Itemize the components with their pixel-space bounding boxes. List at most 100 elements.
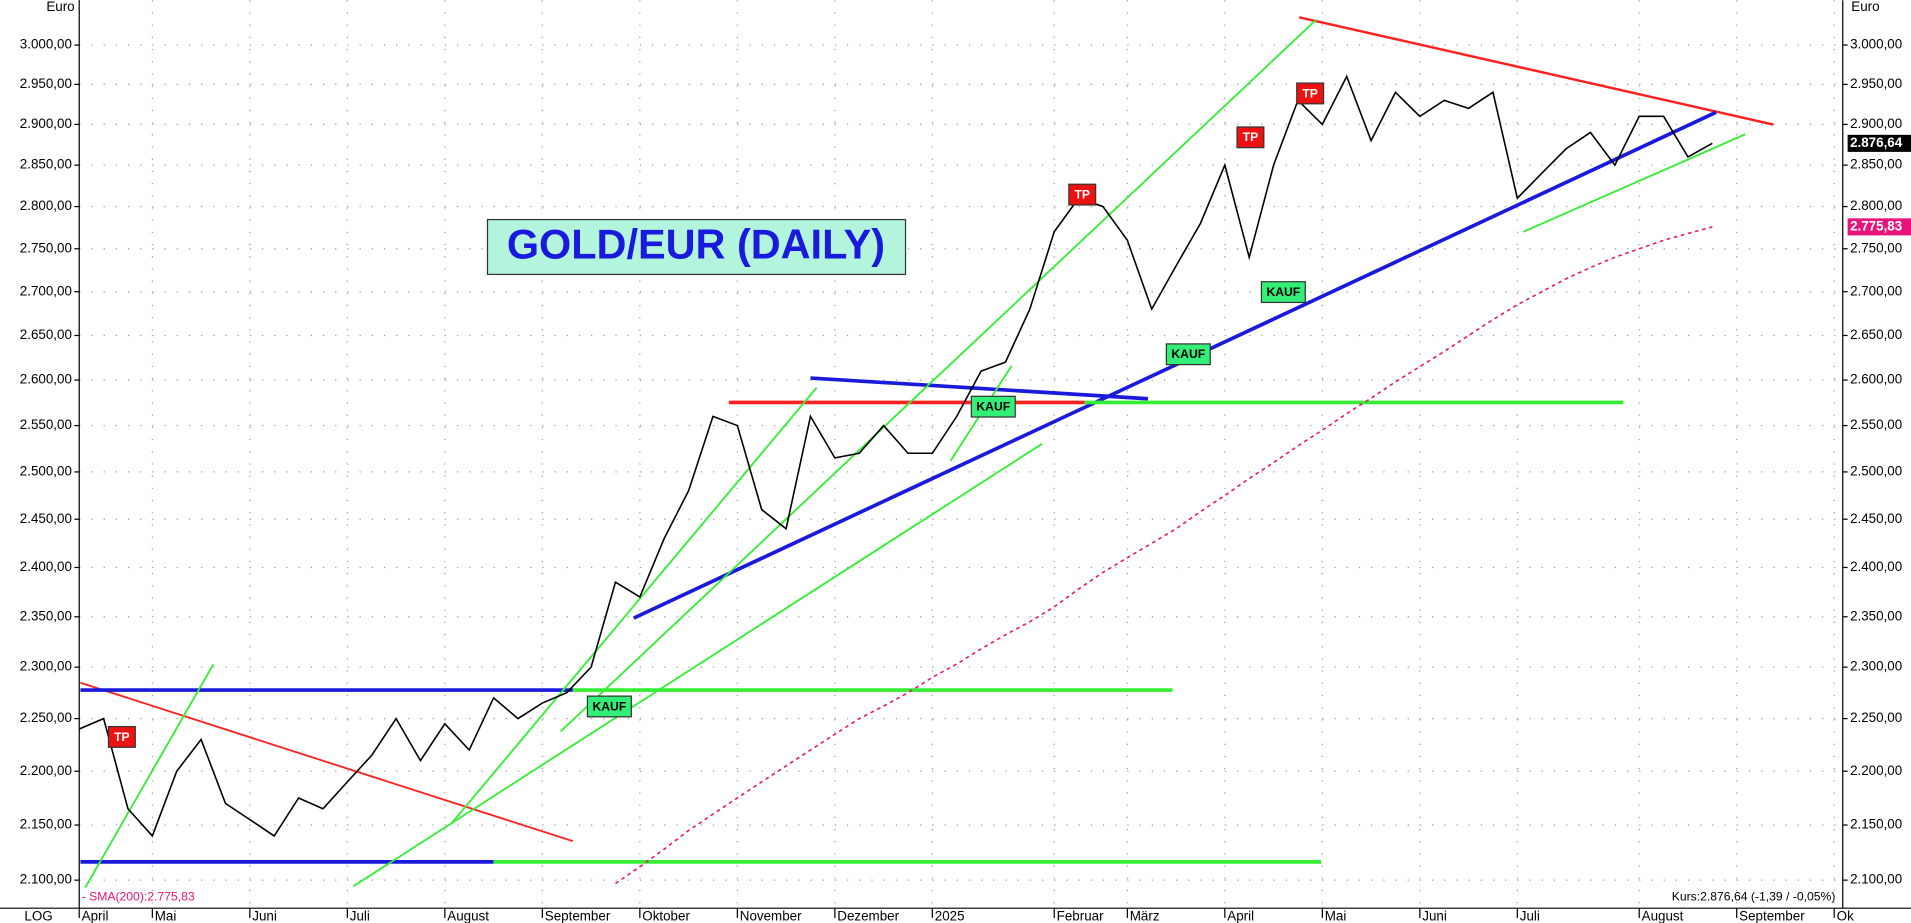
y-tick-label: 2.150,00 [20, 817, 72, 832]
title-box [486, 218, 907, 276]
y-tick-label: 3.000,00 [20, 37, 72, 52]
y2-tick-label: 2.600,00 [1850, 372, 1902, 387]
trend-line [84, 663, 215, 888]
y2-tick-label: 2.250,00 [1850, 710, 1902, 725]
y-tick-label: 2.650,00 [20, 327, 72, 342]
trend-line [1298, 16, 1774, 126]
y2-tick-label: 2.400,00 [1850, 559, 1902, 574]
x-tick-label: April [1227, 908, 1254, 923]
price-label: 2.876,64 [1850, 135, 1903, 150]
trend-line [810, 376, 1149, 401]
annotation-box [1165, 343, 1211, 366]
annotation: TP [114, 730, 130, 744]
y-tick-label: 2.900,00 [20, 116, 72, 131]
x-tick-label: Ok [1837, 908, 1854, 923]
price-label-box [1847, 134, 1911, 152]
y-tick-label: 2.300,00 [20, 659, 72, 674]
annotation-box [1068, 183, 1097, 206]
y-tick-label: 2.250,00 [20, 710, 72, 725]
x-tick-label: Mai [155, 908, 177, 923]
y-tick-label: 2.850,00 [20, 157, 72, 172]
y2-tick-label: 2.950,00 [1850, 76, 1902, 91]
x-tick-label: Februar [1057, 908, 1104, 923]
annotation: TP [1074, 187, 1090, 201]
legend-text: - SMA(200):2.775,83 [82, 889, 195, 903]
y-tick-label: 2.200,00 [20, 763, 72, 778]
y2-tick-label: 2.800,00 [1850, 198, 1902, 213]
x-tick-label: Juni [252, 908, 277, 923]
x-tick-label: August [447, 908, 489, 923]
y2-tick-label: 2.650,00 [1850, 327, 1902, 342]
x-tick-label: April [82, 908, 109, 923]
price-label-box [1847, 218, 1911, 236]
quote-text: Kurs:2.876,64 (-1,39 / -0,05%) [1672, 889, 1836, 903]
y2-tick-label: 2.150,00 [1850, 817, 1902, 832]
trend-lines [80, 16, 1774, 888]
x-tick-label: Dezember [837, 908, 899, 923]
trend-line [352, 443, 1043, 888]
annotation-box [586, 695, 632, 718]
x-tick-label: Oktober [642, 908, 690, 923]
x-tick-label: August [1642, 908, 1684, 923]
y-tick-label: 2.700,00 [20, 283, 72, 298]
y2-tick-label: 2.550,00 [1850, 417, 1902, 432]
x-tick-label: 2025 [935, 908, 965, 923]
trend-line [80, 681, 574, 843]
x-tick-label: November [740, 908, 802, 923]
y2-tick-label: 2.500,00 [1850, 463, 1902, 478]
y-tick-label: 2.350,00 [20, 608, 72, 623]
y2-axis-label: Euro [1851, 0, 1879, 14]
series-line [615, 226, 1713, 885]
annotation-box [1236, 126, 1265, 149]
series: 2.876,64 2.775,83 [78, 74, 1911, 885]
x-tick-label: September [1739, 908, 1805, 923]
x-tick-label: September [545, 908, 611, 923]
y2-tick-label: 2.350,00 [1850, 608, 1902, 623]
price-label: 2.775,83 [1850, 218, 1902, 233]
y2-tick-label: 2.200,00 [1850, 763, 1902, 778]
series-line [78, 74, 1713, 838]
annotation: KAUF [1171, 347, 1205, 361]
trend-line [450, 387, 818, 825]
grid: 2.100,00 2.100,00 2.150,00 2.150,00 2.200,00… [20, 0, 1902, 923]
y-axis-label: Euro [46, 0, 74, 14]
y2-tick-label: 2.100,00 [1850, 872, 1902, 887]
y2-tick-label: 3.000,00 [1850, 37, 1902, 52]
y2-tick-label: 2.300,00 [1850, 659, 1902, 674]
y2-tick-label: 2.750,00 [1850, 240, 1902, 255]
annotation: TP [1243, 130, 1259, 144]
annotation-box [970, 395, 1016, 418]
y2-tick-label: 2.850,00 [1850, 157, 1902, 172]
x-tick-label: Juni [1422, 908, 1447, 923]
y-tick-label: 2.800,00 [20, 198, 72, 213]
y-tick-label: 2.500,00 [20, 463, 72, 478]
annotation-box [1260, 281, 1306, 304]
chart-title: GOLD/EUR (DAILY) [507, 221, 885, 268]
y2-tick-label: 2.450,00 [1850, 511, 1902, 526]
y-tick-label: 2.600,00 [20, 372, 72, 387]
x-tick-label: Juli [1520, 908, 1540, 923]
scale-label: LOG [24, 908, 52, 923]
y2-tick-label: 2.700,00 [1850, 283, 1902, 298]
annotation-box [1296, 82, 1325, 105]
x-tick-label: Juli [350, 908, 370, 923]
trend-line [1523, 133, 1746, 233]
annotation-box [107, 725, 136, 748]
x-tick-label: März [1130, 908, 1160, 923]
y-tick-label: 2.750,00 [20, 240, 72, 255]
y-tick-label: 2.550,00 [20, 417, 72, 432]
y-tick-label: 2.950,00 [20, 76, 72, 91]
annotation: KAUF [592, 699, 626, 713]
y2-tick-label: 2.900,00 [1850, 116, 1902, 131]
annotation: KAUF [976, 399, 1010, 413]
annotation: TP [1302, 86, 1318, 100]
y-tick-label: 2.100,00 [20, 872, 72, 887]
y-tick-label: 2.450,00 [20, 511, 72, 526]
x-tick-label: Mai [1325, 908, 1347, 923]
annotations: TP TP TP TP KAUF KAUF KAUF KAUF [107, 82, 1325, 748]
trend-line [559, 19, 1317, 733]
annotation: KAUF [1266, 285, 1300, 299]
